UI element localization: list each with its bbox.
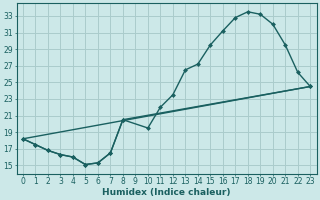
X-axis label: Humidex (Indice chaleur): Humidex (Indice chaleur) [102, 188, 231, 197]
